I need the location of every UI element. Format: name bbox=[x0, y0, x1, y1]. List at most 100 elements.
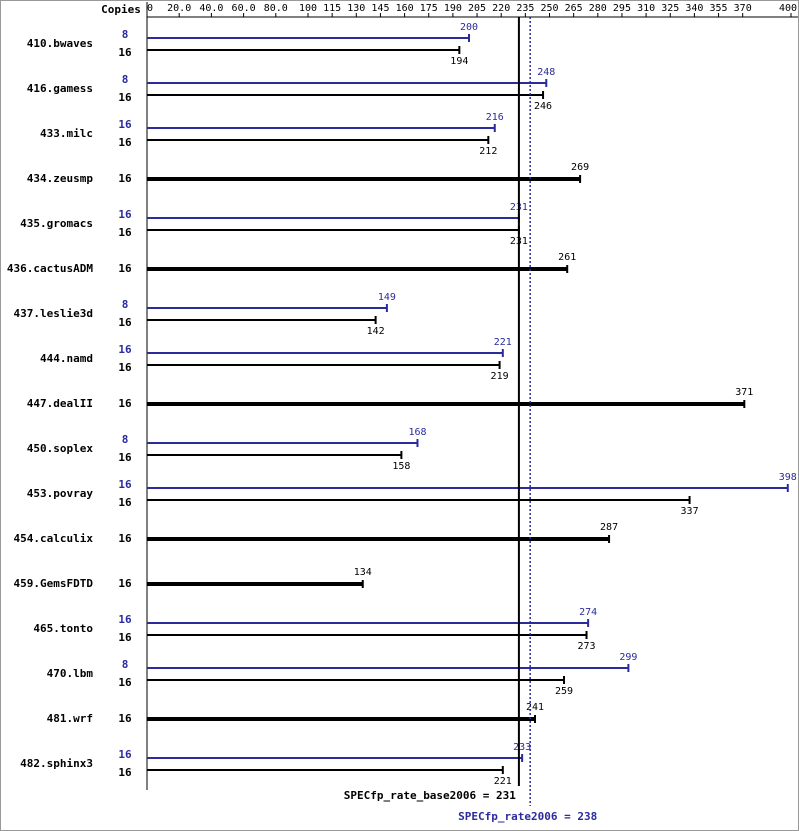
value-label: 233 bbox=[513, 742, 531, 753]
copies: 16 bbox=[118, 262, 132, 275]
value-label: 299 bbox=[619, 652, 637, 663]
value-label: 200 bbox=[460, 22, 478, 33]
benchmark-name: 465.tonto bbox=[33, 622, 93, 635]
copies: 16 bbox=[118, 361, 132, 374]
x-tick-label: 220 bbox=[492, 3, 510, 14]
value-label: 241 bbox=[526, 702, 544, 713]
x-tick-label: 400 bbox=[779, 3, 797, 14]
x-tick-label: 370 bbox=[734, 3, 752, 14]
copies: 16 bbox=[118, 577, 132, 590]
x-tick-label: 235 bbox=[516, 3, 534, 14]
x-tick-label: 0 bbox=[147, 3, 153, 14]
benchmark-name: 459.GemsFDTD bbox=[14, 577, 94, 590]
copies: 16 bbox=[118, 343, 132, 356]
copies: 16 bbox=[118, 712, 132, 725]
copies: 16 bbox=[118, 478, 132, 491]
value-label: 337 bbox=[681, 506, 699, 517]
copies: 16 bbox=[118, 316, 132, 329]
copies: 16 bbox=[118, 208, 132, 221]
x-tick-label: 40.0 bbox=[199, 3, 223, 14]
copies: 16 bbox=[118, 532, 132, 545]
copies: 16 bbox=[118, 136, 132, 149]
copies: 16 bbox=[118, 631, 132, 644]
value-label: 246 bbox=[534, 101, 552, 112]
value-label: 134 bbox=[354, 567, 372, 578]
benchmark-name: 450.soplex bbox=[27, 442, 94, 455]
x-tick-label: 190 bbox=[444, 3, 462, 14]
value-label: 221 bbox=[494, 776, 512, 787]
benchmark-name: 410.bwaves bbox=[27, 37, 93, 50]
x-tick-label: 130 bbox=[347, 3, 365, 14]
benchmark-name: 454.calculix bbox=[14, 532, 94, 545]
value-label: 149 bbox=[378, 292, 396, 303]
copies: 16 bbox=[118, 766, 132, 779]
benchmark-name: 434.zeusmp bbox=[27, 172, 94, 185]
value-label: 219 bbox=[491, 371, 509, 382]
value-label: 371 bbox=[735, 387, 753, 398]
reference-label: SPECfp_rate_base2006 = 231 bbox=[344, 789, 517, 802]
x-tick-label: 340 bbox=[685, 3, 703, 14]
copies: 8 bbox=[122, 658, 129, 671]
benchmark-name: 444.namd bbox=[40, 352, 93, 365]
x-tick-label: 280 bbox=[589, 3, 607, 14]
value-label: 261 bbox=[558, 252, 576, 263]
value-label: 158 bbox=[392, 461, 410, 472]
copies: 16 bbox=[118, 226, 132, 239]
copies: 16 bbox=[118, 118, 132, 131]
x-tick-label: 145 bbox=[371, 3, 389, 14]
x-tick-label: 160 bbox=[396, 3, 414, 14]
benchmark-name: 437.leslie3d bbox=[14, 307, 93, 320]
value-label: 269 bbox=[571, 162, 589, 173]
value-label: 274 bbox=[579, 607, 597, 618]
benchmark-name: 453.povray bbox=[27, 487, 94, 500]
benchmark-name: 470.lbm bbox=[47, 667, 94, 680]
copies: 16 bbox=[118, 172, 132, 185]
benchmark-name: 447.dealII bbox=[27, 397, 93, 410]
benchmark-name: 481.wrf bbox=[47, 712, 93, 725]
benchmark-name: 436.cactusADM bbox=[7, 262, 93, 275]
value-label: 398 bbox=[779, 472, 797, 483]
x-tick-label: 295 bbox=[613, 3, 631, 14]
x-tick-label: 60.0 bbox=[232, 3, 256, 14]
x-tick-label: 265 bbox=[565, 3, 583, 14]
value-label: 287 bbox=[600, 522, 618, 533]
x-tick-label: 175 bbox=[420, 3, 438, 14]
copies: 16 bbox=[118, 748, 132, 761]
value-label: 194 bbox=[450, 56, 468, 67]
x-tick-label: 325 bbox=[661, 3, 679, 14]
x-tick-label: 205 bbox=[468, 3, 486, 14]
value-label: 168 bbox=[408, 427, 426, 438]
x-tick-label: 100 bbox=[299, 3, 317, 14]
x-tick-label: 80.0 bbox=[264, 3, 288, 14]
value-label: 259 bbox=[555, 686, 573, 697]
value-label: 216 bbox=[486, 112, 504, 123]
x-tick-label: 115 bbox=[323, 3, 341, 14]
x-tick-label: 355 bbox=[710, 3, 728, 14]
copies-header: Copies bbox=[101, 3, 141, 16]
value-label: 273 bbox=[577, 641, 595, 652]
benchmark-name: 435.gromacs bbox=[20, 217, 93, 230]
copies: 16 bbox=[118, 613, 132, 626]
x-tick-label: 310 bbox=[637, 3, 655, 14]
copies: 16 bbox=[118, 496, 132, 509]
copies: 16 bbox=[118, 451, 132, 464]
copies: 8 bbox=[122, 28, 129, 41]
x-tick-label: 250 bbox=[540, 3, 558, 14]
x-tick-label: 20.0 bbox=[167, 3, 191, 14]
value-label: 248 bbox=[537, 67, 555, 78]
benchmark-name: 416.gamess bbox=[27, 82, 93, 95]
benchmark-name: 482.sphinx3 bbox=[20, 757, 93, 770]
copies: 8 bbox=[122, 298, 129, 311]
reference-label: SPECfp_rate2006 = 238 bbox=[458, 810, 597, 823]
copies: 16 bbox=[118, 46, 132, 59]
benchmark-name: 433.milc bbox=[40, 127, 93, 140]
value-label: 221 bbox=[494, 337, 512, 348]
value-label: 212 bbox=[479, 146, 497, 157]
copies: 16 bbox=[118, 676, 132, 689]
copies: 16 bbox=[118, 397, 132, 410]
copies: 16 bbox=[118, 91, 132, 104]
copies: 8 bbox=[122, 433, 129, 446]
